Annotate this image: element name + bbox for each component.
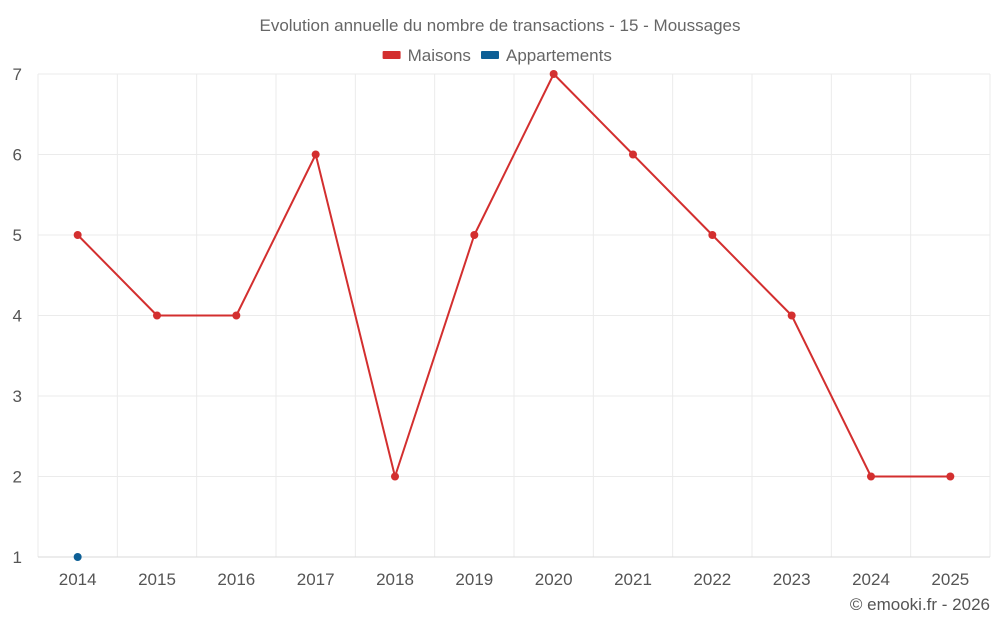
y-tick-label: 2	[13, 468, 22, 487]
legend-swatch	[382, 51, 401, 59]
x-tick-label: 2016	[217, 570, 255, 589]
x-tick-label: 2018	[376, 570, 414, 589]
series-line-maisons	[76, 73, 951, 478]
legend-label: Appartements	[506, 46, 612, 65]
x-tick-label: 2015	[138, 570, 176, 589]
y-tick-label: 6	[13, 146, 22, 165]
legend-item-maisons[interactable]: Maisons	[382, 46, 471, 65]
credit-text: © emooki.fr - 2026	[850, 595, 990, 614]
data-point-maisons[interactable]	[629, 150, 637, 159]
x-tick-label: 2021	[614, 570, 652, 589]
data-point-maisons[interactable]	[946, 472, 955, 481]
y-axis-ticks: 1 2 3 4 5 6 7	[13, 65, 22, 567]
data-point-maisons[interactable]	[867, 472, 875, 481]
x-tick-label: 2014	[59, 570, 97, 589]
y-tick-label: 7	[13, 65, 22, 84]
data-point-maisons[interactable]	[470, 231, 479, 239]
x-tick-label: 2025	[931, 570, 969, 589]
data-point-maisons[interactable]	[153, 311, 161, 320]
y-tick-label: 1	[13, 548, 22, 567]
x-axis-ticks: 2014 2015 2016 2017 2018 2019 2020 2021 2022 2023…	[59, 570, 969, 589]
x-tick-label: 2024	[852, 570, 890, 589]
x-tick-label: 2022	[693, 570, 731, 589]
data-point-maisons[interactable]	[232, 311, 241, 320]
data-point-maisons[interactable]	[73, 231, 82, 239]
legend-label: Maisons	[408, 46, 471, 65]
series-layer	[73, 70, 955, 561]
x-tick-label: 2023	[773, 570, 811, 589]
legend-swatch	[481, 51, 499, 59]
y-tick-label: 5	[13, 226, 22, 245]
data-point-maisons[interactable]	[708, 231, 717, 239]
y-tick-label: 4	[13, 307, 22, 326]
legend: Maisons Appartements	[382, 46, 612, 65]
x-tick-label: 2020	[535, 570, 573, 589]
data-point-maisons[interactable]	[787, 311, 796, 320]
data-point-appartements[interactable]	[73, 553, 82, 561]
data-point-maisons[interactable]	[311, 150, 320, 159]
x-tick-label: 2017	[297, 570, 335, 589]
chart-title: Evolution annuelle du nombre de transact…	[259, 16, 740, 35]
data-point-maisons[interactable]	[391, 472, 399, 481]
data-point-maisons[interactable]	[549, 70, 558, 78]
y-tick-label: 3	[13, 387, 22, 406]
x-tick-label: 2019	[455, 570, 493, 589]
legend-item-appartements[interactable]: Appartements	[481, 46, 612, 65]
